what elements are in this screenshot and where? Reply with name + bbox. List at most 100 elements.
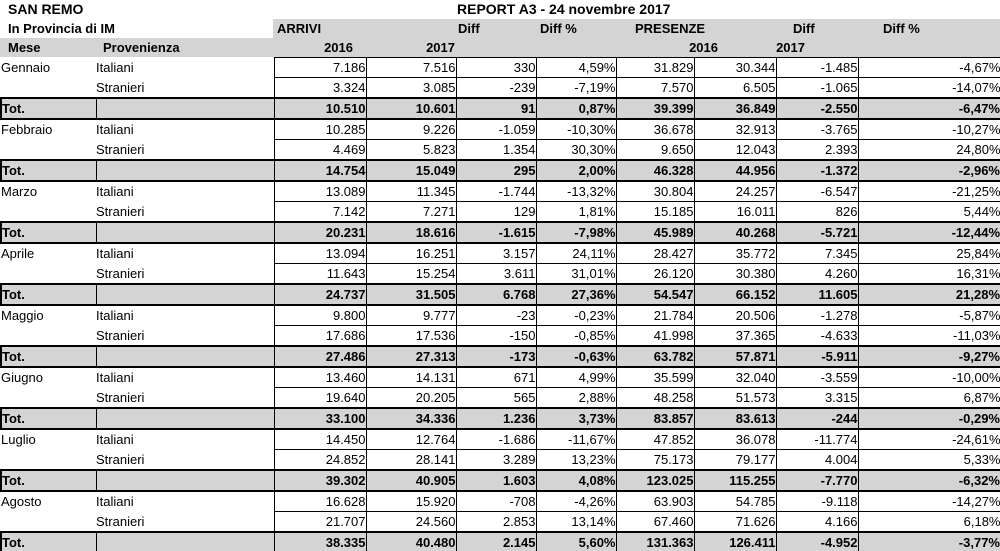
cell-arrivi-2017: 14.131 xyxy=(365,366,457,388)
cell-presenze-2017: 6.505 xyxy=(693,77,777,99)
total-row: Tot. 38.335 40.480 2.145 5,60% 131.363 126.411… xyxy=(0,531,1000,551)
cell-arrivi-diff-pct: -4,26% xyxy=(535,490,617,512)
cell-total-presenze-2017: 83.613 xyxy=(693,407,777,430)
table-row: Marzo Italiani 13.089 11.345 -1.744 -13,32% 30… xyxy=(1,180,1000,202)
cell-total-presenze-2017: 115.255 xyxy=(693,469,777,492)
cell-arrivi-2016: 10.285 xyxy=(273,118,367,140)
cell-presenze-2017: 36.078 xyxy=(693,428,777,450)
cell-total-arrivi-diff: 91 xyxy=(455,97,537,120)
cell-presenze-diff-pct: 5,44% xyxy=(857,201,1000,223)
cell-provenienza: Stranieri xyxy=(96,327,145,343)
cell-mese xyxy=(1,202,96,223)
cell-presenze-2017: 16.011 xyxy=(693,201,777,223)
cell-provenienza xyxy=(96,221,275,244)
cell-total-arrivi-2017: 27.313 xyxy=(365,345,457,368)
cell-arrivi-diff: 3.157 xyxy=(455,242,537,264)
cell-arrivi-2017: 9.777 xyxy=(365,304,457,326)
cell-total-arrivi-diff-pct: -7,98% xyxy=(535,221,617,244)
table-row: Stranieri 3.324 3.085 -239 -7,19% 7.570 6.505-… xyxy=(1,77,1000,99)
cell-arrivi-diff-pct: -13,32% xyxy=(535,180,617,202)
cell-total-presenze-diff: -5.911 xyxy=(775,345,859,368)
cell-total-arrivi-diff-pct: 5,60% xyxy=(535,531,617,551)
cell-presenze-diff-pct: 6,87% xyxy=(857,387,1000,409)
section-presenze-label: PRESENZE xyxy=(635,21,706,36)
cell-total-arrivi-2016: 27.486 xyxy=(273,345,367,368)
cell-total-presenze-diff: -7.770 xyxy=(775,469,859,492)
cell-total-presenze-diff: -5.721 xyxy=(775,221,859,244)
cell-presenze-diff-pct: 6,18% xyxy=(857,511,1000,533)
cell-total-presenze-2017: 44.956 xyxy=(693,159,777,182)
cell-arrivi-2017: 7.271 xyxy=(365,201,457,223)
cell-arrivi-diff-pct: -10,30% xyxy=(535,118,617,140)
cell-arrivi-diff: -1.686 xyxy=(455,428,537,450)
cell-arrivi-diff: 565 xyxy=(455,387,537,409)
cell-provenienza: Stranieri xyxy=(96,203,145,219)
cell-total-presenze-diff-pct: -6,32% xyxy=(857,469,1000,492)
cell-arrivi-2016: 9.800 xyxy=(273,304,367,326)
cell-presenze-diff: -6.547 xyxy=(775,180,859,202)
cell-total-arrivi-diff: 6.768 xyxy=(455,283,537,306)
cell-total-presenze-diff: 11.605 xyxy=(775,283,859,306)
cell-presenze-2016: 35.599 xyxy=(615,366,695,388)
cell-provenienza xyxy=(96,97,275,120)
cell-arrivi-diff: 2.853 xyxy=(455,511,537,533)
cell-presenze-diff: -9.118 xyxy=(775,490,859,512)
cell-arrivi-diff-pct: -0,23% xyxy=(535,304,617,326)
cell-total-arrivi-diff: 295 xyxy=(455,159,537,182)
cell-arrivi-2017: 11.345 xyxy=(365,180,457,202)
cell-presenze-2016: 9.650 xyxy=(615,139,695,161)
cell-presenze-diff-pct: 16,31% xyxy=(857,263,1000,285)
cell-total-arrivi-diff-pct: 0,87% xyxy=(535,97,617,120)
title-row: SAN REMO REPORT A3 - 24 novembre 2017 xyxy=(0,0,1000,19)
cell-arrivi-2016: 7.186 xyxy=(273,57,367,78)
cell-total-arrivi-2017: 18.616 xyxy=(365,221,457,244)
cell-arrivi-diff: -239 xyxy=(455,77,537,99)
cell-arrivi-diff-pct: 13,23% xyxy=(535,449,617,471)
cell-provenienza: Stranieri xyxy=(96,513,145,529)
cell-total-presenze-2016: 39.399 xyxy=(615,97,695,120)
table-row: Stranieri 11.643 15.254 3.611 31,01% 26.120 30… xyxy=(1,263,1000,285)
cell-total-arrivi-diff-pct: 2,00% xyxy=(535,159,617,182)
col-header-presenze-2017: 2017 xyxy=(776,40,805,55)
cell-total-arrivi-2016: 10.510 xyxy=(273,97,367,120)
cell-presenze-2017: 71.626 xyxy=(693,511,777,533)
cell-arrivi-2016: 14.450 xyxy=(273,428,367,450)
cell-total-arrivi-diff-pct: 27,36% xyxy=(535,283,617,306)
cell-total-arrivi-2017: 10.601 xyxy=(365,97,457,120)
cell-provenienza: Italiani xyxy=(96,308,134,324)
cell-arrivi-diff-pct: 4,99% xyxy=(535,366,617,388)
arrivi-diff-pct-label: Diff % xyxy=(540,21,577,36)
report-table-body: Gennaio Italiani 7.186 7.516 330 4,59% 31.829 3… xyxy=(0,57,1000,551)
cell-provenienza: Italiani xyxy=(96,122,134,138)
cell-presenze-2017: 32.040 xyxy=(693,366,777,388)
cell-total-arrivi-diff: 1.236 xyxy=(455,407,537,430)
cell-total-presenze-diff-pct: -3,77% xyxy=(857,531,1000,551)
cell-arrivi-2016: 16.628 xyxy=(273,490,367,512)
cell-presenze-2016: 36.678 xyxy=(615,118,695,140)
subtitle: In Provincia di IM xyxy=(8,21,115,36)
cell-provenienza: Stranieri xyxy=(96,79,145,95)
cell-presenze-2016: 15.185 xyxy=(615,201,695,223)
cell-arrivi-2017: 5.823 xyxy=(365,139,457,161)
cell-presenze-2017: 54.785 xyxy=(693,490,777,512)
cell-presenze-2017: 20.506 xyxy=(693,304,777,326)
cell-arrivi-2017: 15.920 xyxy=(365,490,457,512)
section-header-row: In Provincia di IM ARRIVI Diff Diff % PR… xyxy=(0,19,1000,38)
cell-presenze-diff-pct: -10,27% xyxy=(857,118,1000,140)
total-row: Tot. 10.510 10.601 91 0,87% 39.399 36.849 -2.55… xyxy=(0,97,1000,120)
cell-mese: Febbraio xyxy=(1,122,53,138)
cell-arrivi-diff-pct: 4,59% xyxy=(535,57,617,78)
cell-total-label: Tot. xyxy=(0,469,97,492)
cell-total-presenze-2016: 54.547 xyxy=(615,283,695,306)
cell-total-presenze-2017: 36.849 xyxy=(693,97,777,120)
cell-presenze-diff-pct: -21,25% xyxy=(857,180,1000,202)
arrivi-diff-label: Diff xyxy=(458,21,480,36)
cell-total-arrivi-2016: 20.231 xyxy=(273,221,367,244)
col-header-presenze-2016: 2016 xyxy=(689,40,718,55)
cell-total-presenze-2016: 63.782 xyxy=(615,345,695,368)
cell-arrivi-diff-pct: 30,30% xyxy=(535,139,617,161)
total-row: Tot. 14.754 15.049 295 2,00% 46.328 44.956 -1.3… xyxy=(0,159,1000,182)
cell-total-arrivi-diff: 1.603 xyxy=(455,469,537,492)
cell-provenienza xyxy=(96,159,275,182)
cell-provenienza xyxy=(96,531,275,551)
